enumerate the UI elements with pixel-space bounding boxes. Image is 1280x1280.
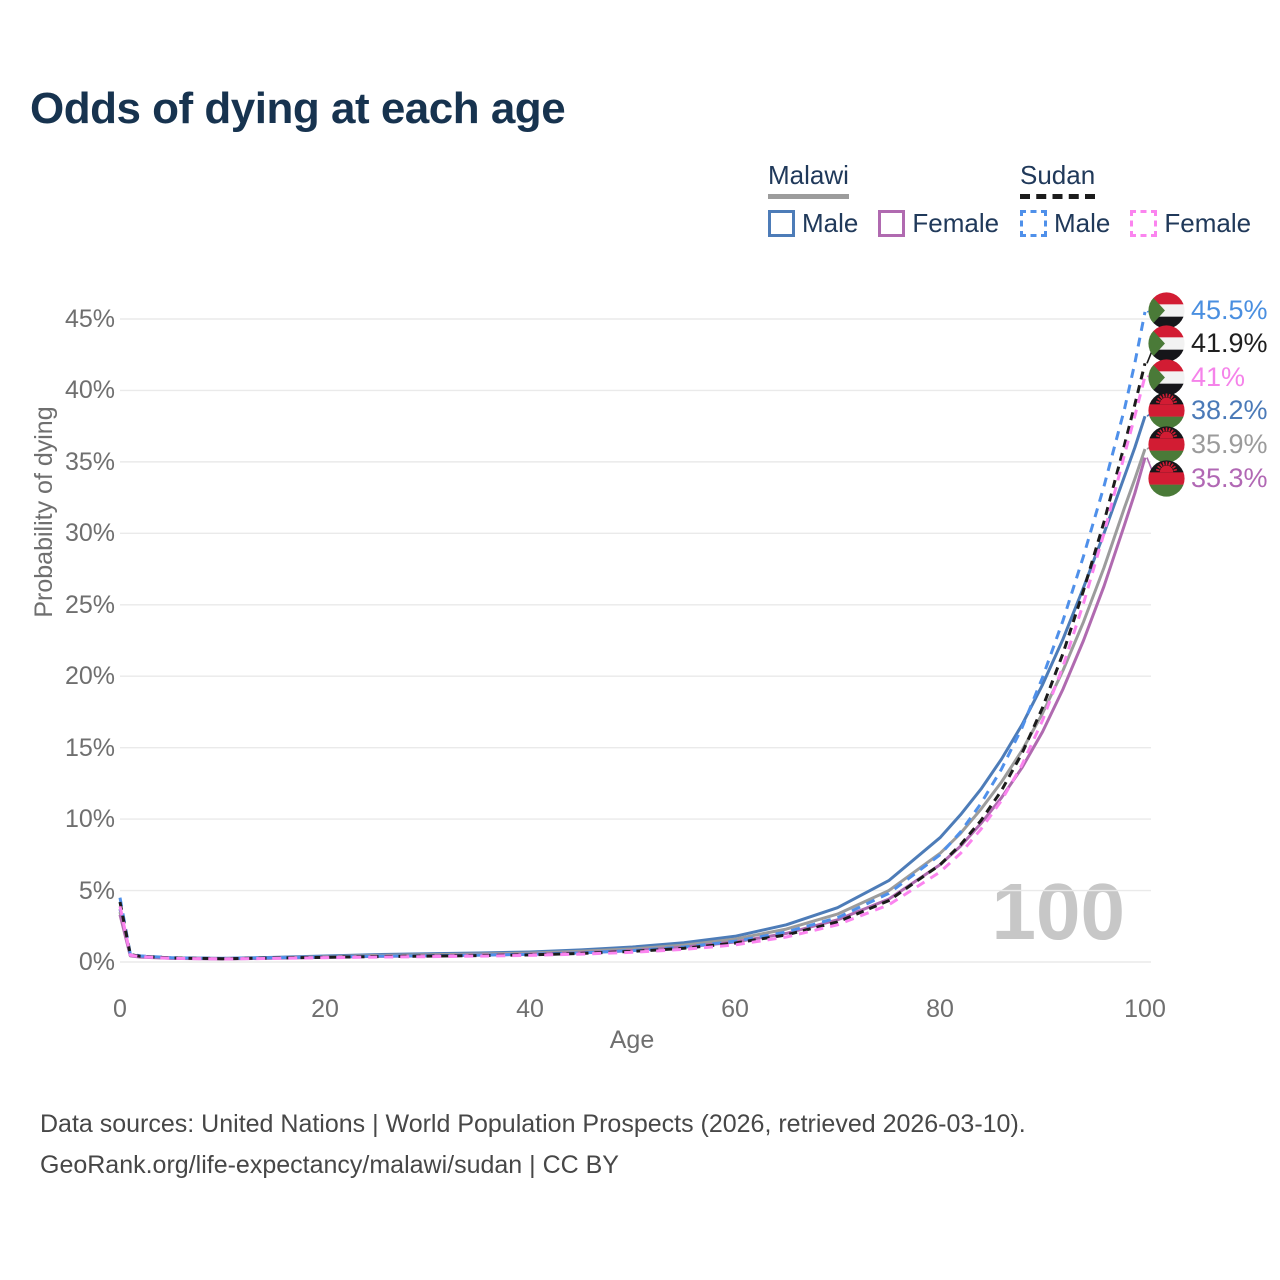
attribution-line: GeoRank.org/life-expectancy/malawi/sudan… bbox=[40, 1151, 619, 1179]
x-tick-label: 20 bbox=[311, 995, 339, 1023]
end-value-label: 35.9% bbox=[1191, 428, 1268, 459]
malawi-female-swatch-icon bbox=[878, 210, 906, 237]
y-tick-label: 35% bbox=[64, 447, 115, 476]
end-value-label: 41% bbox=[1191, 361, 1246, 392]
end-value-label: 38.2% bbox=[1191, 395, 1268, 426]
end-label-sudan-both: 41.9% bbox=[1148, 325, 1268, 363]
end-label-malawi-male: 38.2% bbox=[1148, 392, 1268, 430]
series-line-sudan-male[interactable] bbox=[118, 311, 1147, 960]
y-tick-label: 25% bbox=[64, 590, 115, 619]
x-tick-label: 60 bbox=[721, 995, 749, 1023]
legend-item-malawi-male[interactable]: Male bbox=[768, 208, 858, 239]
sudan-flag-icon bbox=[1148, 359, 1185, 396]
sudan-female-swatch-icon bbox=[1130, 210, 1158, 237]
x-tick-label: 0 bbox=[113, 995, 127, 1023]
y-tick-label: 0% bbox=[78, 948, 115, 976]
legend-group-sudan: Sudan Male Female bbox=[1020, 160, 1251, 239]
end-value-label: 35.3% bbox=[1191, 462, 1268, 493]
legend-label: Male bbox=[1054, 208, 1111, 238]
malawi-flag-icon bbox=[1148, 459, 1185, 497]
data-source-line: Data sources: United Nations | World Pop… bbox=[40, 1110, 1026, 1138]
sudan-male-swatch-icon bbox=[1020, 210, 1047, 237]
end-value-label: 45.5% bbox=[1191, 294, 1268, 325]
legend-item-malawi-female[interactable]: Female bbox=[878, 208, 999, 239]
malawi-flag-icon bbox=[1148, 392, 1185, 429]
legend-label: Female bbox=[912, 208, 1000, 238]
y-tick-label: 20% bbox=[64, 662, 115, 691]
x-tick-label: 80 bbox=[926, 995, 954, 1023]
x-tick-label: 100 bbox=[1124, 995, 1166, 1023]
series-line-malawi-both[interactable] bbox=[118, 448, 1147, 961]
end-value-label: 41.9% bbox=[1191, 328, 1268, 359]
legend-country-sudan: Sudan bbox=[1020, 160, 1096, 199]
page-title: Odds of dying at each age bbox=[30, 84, 566, 133]
y-tick-label: 30% bbox=[64, 519, 115, 548]
legend-label: Male bbox=[802, 208, 859, 238]
y-tick-label: 10% bbox=[64, 805, 115, 834]
end-label-malawi-female: 35.3% bbox=[1148, 459, 1268, 497]
series-line-sudan-both[interactable] bbox=[118, 362, 1147, 961]
y-tick-label: 40% bbox=[64, 376, 115, 405]
sudan-flag-icon bbox=[1148, 325, 1185, 362]
x-axis-title: Age bbox=[609, 1026, 655, 1054]
malawi-flag-icon bbox=[1148, 426, 1185, 463]
y-tick-label: 45% bbox=[64, 304, 115, 333]
end-label-malawi-both: 35.9% bbox=[1148, 425, 1268, 463]
series-line-malawi-male[interactable] bbox=[118, 415, 1147, 960]
legend-item-sudan-male[interactable]: Male bbox=[1020, 208, 1110, 239]
legend-label: Female bbox=[1164, 208, 1252, 238]
malawi-male-swatch-icon bbox=[768, 210, 795, 237]
end-label-sudan-female: 41% bbox=[1148, 358, 1245, 396]
source-footer: Data sources: United Nations | World Pop… bbox=[40, 1104, 1026, 1186]
legend-item-sudan-female[interactable]: Female bbox=[1130, 208, 1251, 239]
y-tick-label: 15% bbox=[64, 733, 115, 762]
sudan-flag-icon bbox=[1148, 291, 1185, 329]
x-tick-label: 40 bbox=[516, 995, 544, 1023]
series-line-sudan-female[interactable] bbox=[118, 375, 1147, 961]
y-tick-label: 5% bbox=[78, 876, 115, 905]
legend-country-malawi: Malawi bbox=[768, 160, 849, 199]
legend-group-malawi: Malawi Male Female bbox=[768, 160, 999, 239]
end-label-sudan-male: 45.5% bbox=[1148, 291, 1268, 329]
age-watermark: 100 bbox=[991, 867, 1125, 956]
